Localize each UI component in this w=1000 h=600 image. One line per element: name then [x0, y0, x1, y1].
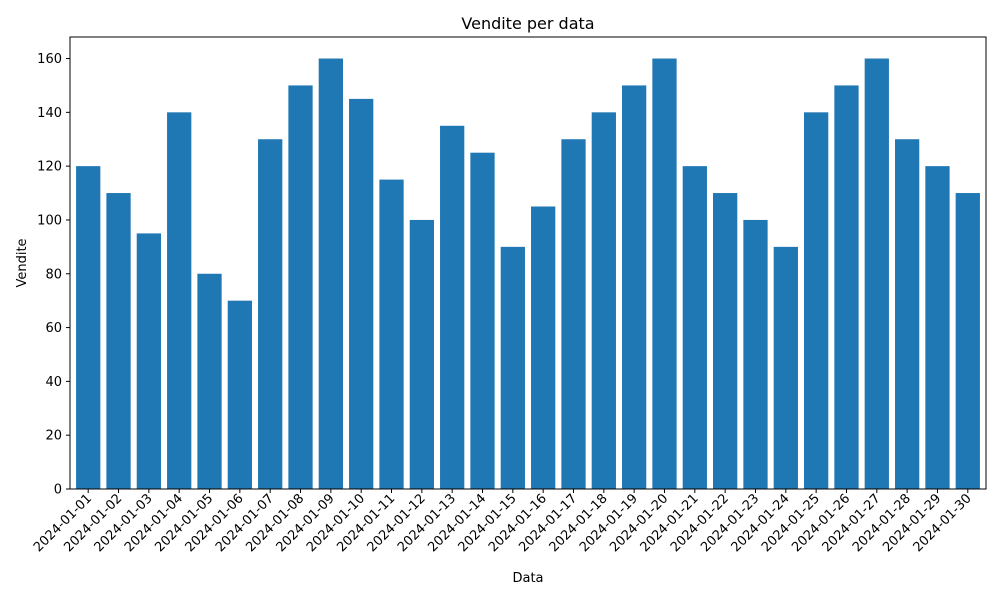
- bar-2024-01-13: [440, 125, 465, 490]
- bar-2024-01-10: [349, 98, 374, 489]
- chart-title: Vendite per data: [461, 14, 594, 33]
- bar-2024-01-20: [652, 58, 677, 490]
- bar-2024-01-02: [106, 193, 131, 490]
- bars-group: [76, 58, 980, 490]
- bar-2024-01-09: [318, 58, 343, 490]
- y-tick-label: 80: [45, 267, 62, 282]
- x-axis-label: Data: [512, 571, 543, 586]
- bar-2024-01-29: [925, 166, 950, 489]
- bar-2024-01-07: [258, 139, 283, 489]
- bar-2024-01-27: [864, 58, 889, 490]
- bar-2024-01-06: [227, 300, 252, 489]
- y-tick-label: 120: [37, 160, 62, 175]
- y-tick-label: 40: [45, 375, 62, 390]
- bar-2024-01-18: [591, 112, 616, 489]
- y-axis-label: Vendite: [15, 238, 30, 287]
- bar-2024-01-12: [409, 219, 434, 489]
- bar-2024-01-11: [379, 179, 404, 489]
- bar-2024-01-14: [470, 152, 495, 489]
- y-tick-label: 0: [54, 483, 62, 498]
- y-axis: 0 20 40 60 80 100 120 140 160: [37, 52, 70, 498]
- bar-2024-01-23: [743, 219, 768, 489]
- y-tick-label: 160: [37, 52, 62, 67]
- bar-2024-01-21: [682, 166, 707, 489]
- y-tick-label: 140: [37, 106, 62, 121]
- bar-2024-01-08: [288, 85, 313, 489]
- bar-2024-01-24: [773, 246, 798, 489]
- bar-2024-01-19: [622, 85, 647, 489]
- bar-2024-01-28: [895, 139, 920, 489]
- bar-2024-01-05: [197, 273, 222, 489]
- y-tick-label: 60: [45, 321, 62, 336]
- x-axis: 2024-01-012024-01-022024-01-032024-01-04…: [31, 489, 975, 555]
- y-tick-label: 20: [45, 429, 62, 444]
- bar-2024-01-15: [500, 246, 525, 489]
- bar-2024-01-04: [167, 112, 192, 489]
- bar-2024-01-25: [804, 112, 829, 489]
- bar-2024-01-30: [955, 193, 980, 490]
- y-tick-label: 100: [37, 213, 62, 228]
- bar-2024-01-17: [561, 139, 586, 489]
- bar-2024-01-01: [76, 166, 101, 489]
- bar-2024-01-22: [713, 193, 738, 490]
- bar-2024-01-26: [834, 85, 859, 489]
- bar-2024-01-16: [531, 206, 556, 489]
- plot-frame: [69, 36, 987, 490]
- bar-2024-01-03: [136, 233, 161, 489]
